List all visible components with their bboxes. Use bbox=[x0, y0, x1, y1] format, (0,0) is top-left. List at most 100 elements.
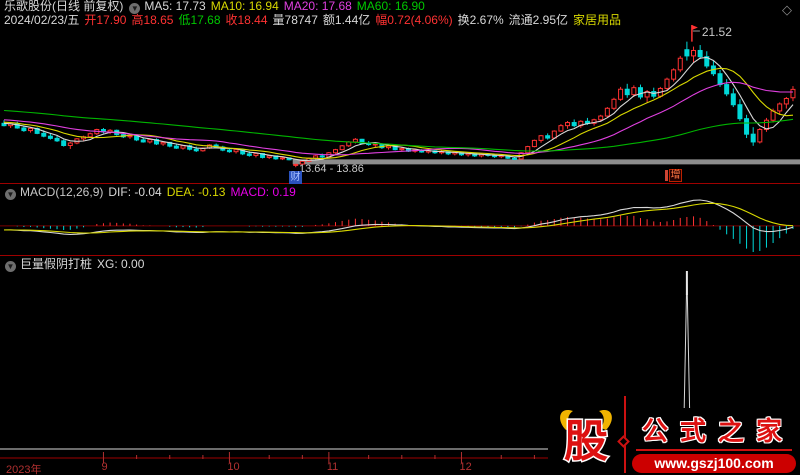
date-value: 2024/02/23/五 bbox=[4, 13, 80, 27]
candle bbox=[147, 139, 153, 143]
amount-value: 额1.44亿 bbox=[322, 13, 371, 27]
candle bbox=[565, 122, 571, 127]
candle bbox=[319, 155, 325, 158]
holding-increase-badge[interactable]: 增 bbox=[669, 169, 682, 182]
candle bbox=[246, 153, 252, 156]
candle bbox=[737, 104, 743, 120]
gap-band bbox=[292, 159, 800, 165]
candle bbox=[664, 78, 670, 89]
diamond-icon[interactable]: ◇ bbox=[782, 2, 792, 17]
logo-divider bbox=[624, 396, 626, 473]
candle bbox=[545, 135, 551, 139]
candle bbox=[611, 98, 617, 109]
candle bbox=[266, 155, 272, 158]
candle bbox=[180, 145, 186, 149]
svg-text:股: 股 bbox=[564, 417, 608, 466]
candle bbox=[279, 157, 285, 160]
candle bbox=[160, 141, 166, 145]
candle bbox=[525, 146, 531, 154]
peak-price-label: 21.52 bbox=[702, 25, 732, 39]
candle bbox=[724, 84, 730, 95]
industry-value: 家居用品 bbox=[573, 13, 622, 27]
logo-diamond-icon bbox=[617, 435, 630, 448]
float-value: 流通2.95亿 bbox=[508, 13, 569, 27]
candle bbox=[173, 145, 179, 149]
candle bbox=[352, 138, 358, 143]
xg-indicator-name: 巨量假阴打桩 bbox=[20, 257, 93, 271]
candle bbox=[571, 122, 577, 127]
candle bbox=[14, 123, 20, 129]
candle bbox=[240, 149, 246, 155]
candle bbox=[41, 132, 47, 137]
dea-line bbox=[4, 202, 794, 234]
axis-month-label: 10 bbox=[227, 461, 240, 473]
candle bbox=[750, 133, 756, 143]
candle bbox=[67, 142, 73, 146]
candle bbox=[153, 139, 159, 145]
candle bbox=[790, 88, 796, 99]
close-value: 收18.44 bbox=[225, 13, 268, 27]
financial-report-badge[interactable]: 财 bbox=[289, 171, 302, 184]
candle bbox=[54, 137, 60, 142]
candle bbox=[339, 145, 345, 151]
macd-title: MACD(12,26,9) bbox=[20, 185, 104, 199]
candle bbox=[127, 135, 133, 138]
logo-underline bbox=[636, 449, 792, 451]
candle bbox=[399, 148, 405, 151]
candle bbox=[730, 93, 736, 106]
candle bbox=[21, 127, 27, 132]
candle bbox=[604, 107, 610, 117]
candle bbox=[293, 163, 299, 166]
candle bbox=[253, 153, 259, 156]
candle bbox=[684, 49, 690, 57]
candle bbox=[783, 98, 789, 105]
candle bbox=[637, 87, 643, 98]
candle bbox=[87, 133, 93, 138]
ma-values: MA5: 17.73 MA10: 16.94 MA20: 17.68 MA60: 16… bbox=[144, 0, 430, 13]
ma5-value: MA5: 17.73 bbox=[144, 0, 206, 13]
candle bbox=[671, 69, 677, 80]
xg-panel-title: ▼ 巨量假阴打桩 XG: 0.00 bbox=[4, 258, 149, 272]
ma20-value: MA20: 17.68 bbox=[283, 0, 352, 13]
candle bbox=[538, 135, 544, 141]
candle bbox=[28, 127, 34, 132]
candle bbox=[704, 56, 710, 67]
candle bbox=[697, 49, 703, 58]
axis-month-label: 9 bbox=[101, 461, 108, 473]
chevron-down-icon[interactable]: ▼ bbox=[129, 3, 141, 14]
candle bbox=[591, 119, 597, 124]
dif-value: DIF: -0.04 bbox=[108, 185, 162, 199]
holding-increase-marker bbox=[665, 170, 668, 181]
low-value: 低17.68 bbox=[178, 13, 221, 27]
flag-icon bbox=[691, 25, 698, 30]
candle bbox=[512, 157, 518, 160]
turnover-value: 换2.67% bbox=[457, 13, 504, 27]
chevron-down-icon[interactable]: ▼ bbox=[5, 261, 16, 272]
bull-stock-logo-icon: 股 bbox=[560, 409, 612, 468]
macd-panel-title: ▼ MACD(12,26,9) DIF: -0.04 DEA: -0.13 MACD: … bbox=[4, 186, 301, 200]
axis-month-label: 11 bbox=[326, 461, 339, 473]
dif-line bbox=[3, 199, 794, 235]
ma60-value: MA60: 16.90 bbox=[356, 0, 425, 13]
range-value: 幅0.72(4.06%) bbox=[375, 13, 453, 27]
candle bbox=[757, 129, 763, 143]
gap-range-label: 13.64 - 13.86 bbox=[299, 163, 364, 175]
candle bbox=[386, 145, 392, 149]
ma-line bbox=[3, 81, 793, 156]
candle bbox=[763, 119, 769, 131]
axis-year-label: 2023年 bbox=[6, 464, 42, 475]
chevron-down-icon[interactable]: ▼ bbox=[5, 189, 16, 200]
candle bbox=[717, 73, 723, 86]
candle bbox=[226, 149, 232, 153]
candle bbox=[691, 49, 697, 57]
watermark-logo: 股 公式之家 www.gszj100.com bbox=[548, 396, 800, 475]
title-bar: 乐歌股份(日线 前复权) ▼ MA5: 17.73 MA10: 16.94 MA20: … bbox=[4, 0, 430, 14]
candle bbox=[744, 118, 750, 135]
candle bbox=[372, 143, 378, 146]
candle bbox=[47, 135, 53, 139]
candle bbox=[677, 57, 683, 71]
candle bbox=[193, 148, 199, 152]
ma-line bbox=[3, 109, 794, 152]
candle bbox=[631, 87, 637, 96]
